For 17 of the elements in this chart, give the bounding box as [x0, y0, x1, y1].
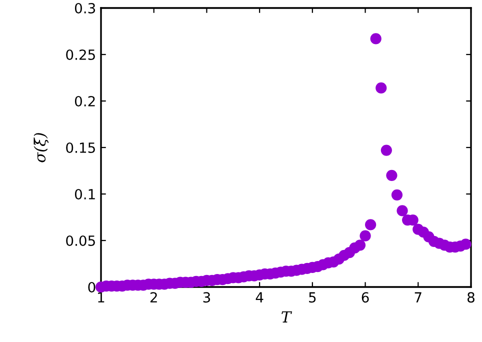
- y-tick-label: 0.3: [74, 2, 96, 14]
- y-tick-label: 0: [88, 282, 96, 292]
- x-tick-label: 2: [150, 292, 157, 302]
- x-tick-label: 7: [414, 292, 422, 302]
- x-axis-title: T: [282, 311, 292, 322]
- y-tick-label: 0.25: [66, 49, 95, 60]
- y-tick-label: 0.15: [66, 142, 95, 153]
- x-tick-label: 6: [362, 292, 369, 303]
- y-axis-title: σ(ξ̄): [34, 133, 49, 162]
- x-tick-label: 5: [309, 292, 316, 303]
- y-tick-label: 0.05: [66, 235, 95, 246]
- x-tick-label: 1: [98, 292, 104, 302]
- y-tick-label: 0.1: [74, 188, 95, 200]
- x-tick-label: 4: [256, 292, 264, 302]
- x-tick-label: 8: [468, 292, 474, 303]
- y-tick-label: 0.2: [74, 96, 95, 106]
- x-tick-label: 3: [203, 292, 210, 303]
